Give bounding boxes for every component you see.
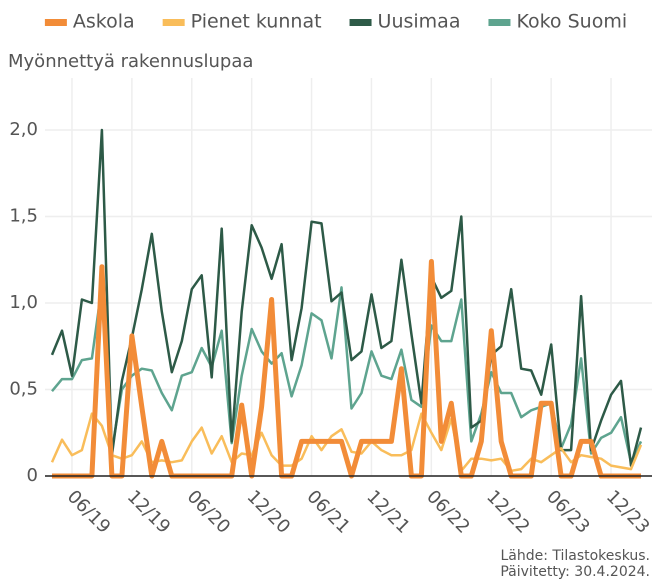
y-tick-label: 1,5 <box>9 206 38 227</box>
x-tick-label: 12/20 <box>243 486 295 538</box>
legend-label: Pienet kunnat <box>191 11 322 33</box>
y-tick-label: 0 <box>27 465 38 486</box>
source-note: Lähde: Tilastokeskus. <box>500 548 650 564</box>
legend-swatch <box>162 19 185 26</box>
series-line <box>52 259 641 479</box>
legend-label: Askola <box>73 11 135 33</box>
legend-swatch <box>349 19 372 26</box>
y-tick-label: 1,0 <box>9 292 38 313</box>
x-tick-label: 06/21 <box>302 486 354 538</box>
updated-note: Päivitetty: 30.4.2024. <box>500 564 650 579</box>
y-tick-label: 0,5 <box>9 379 38 400</box>
legend-label: Koko Suomi <box>516 11 627 33</box>
legend-swatch <box>44 19 67 26</box>
x-tick-label: 12/19 <box>123 486 175 538</box>
y-tick-label: 2,0 <box>9 119 38 140</box>
legend: Askola Pienet kunnat Uusimaa Koko Suomi <box>44 11 627 33</box>
series-line <box>50 128 643 467</box>
series-line <box>51 284 643 464</box>
x-tick-label: 12/22 <box>482 486 534 538</box>
x-tick-label: 12/21 <box>362 486 414 538</box>
x-tick-label: 12/23 <box>602 486 652 538</box>
legend-swatch <box>488 19 511 26</box>
legend-label: Uusimaa <box>378 11 461 33</box>
x-tick-label: 06/22 <box>422 486 474 538</box>
x-tick-label: 06/20 <box>183 486 235 538</box>
x-tick-label: 06/23 <box>542 486 594 538</box>
x-tick-label: 06/19 <box>63 486 115 538</box>
chart-subtitle: Myönnettyä rakennuslupaa <box>8 51 253 72</box>
